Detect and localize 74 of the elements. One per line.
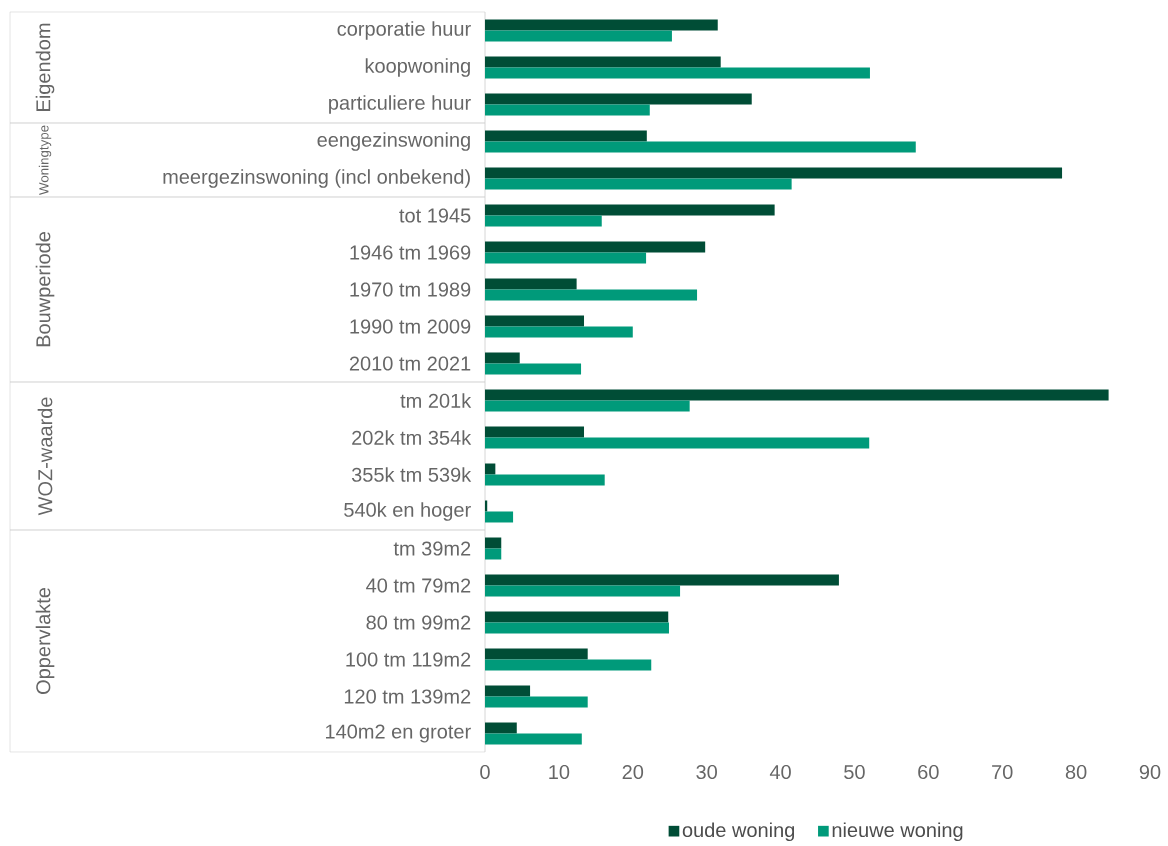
legend-label: nieuwe woning: [832, 822, 963, 842]
bar: [485, 326, 633, 338]
bar: [485, 30, 672, 42]
bar: [485, 437, 870, 449]
text: Bouwperiode: [35, 232, 55, 347]
x-tick-label: 50: [844, 764, 865, 780]
bar: [485, 722, 517, 734]
x-tick-label: 10: [549, 764, 570, 780]
bar: [485, 241, 706, 253]
y-tick-label: 80 tm 99m2: [366, 615, 471, 630]
y-tick-label: eengezinswoning: [317, 132, 470, 151]
y-tick-label: corporatie huur: [337, 21, 471, 40]
bar: [485, 685, 531, 697]
bar: [485, 400, 690, 412]
bar: [485, 278, 577, 290]
text: Eigendom: [35, 23, 55, 111]
bar: [485, 204, 775, 216]
x-tick-label: 80: [1065, 764, 1087, 780]
y-tick-label: 355k tm 539k: [351, 467, 472, 482]
bar: [485, 733, 582, 745]
text: WOZ-waarde: [37, 397, 53, 516]
bar: [485, 511, 514, 523]
x-tick-label: 40: [769, 764, 791, 780]
bar: [485, 93, 752, 105]
y-tick-label: particuliere huur: [329, 95, 471, 114]
x-tick-label: 20: [622, 764, 644, 780]
bar: [485, 659, 652, 671]
y-tick-label: 540k en hoger: [344, 502, 471, 521]
y-tick-label: 2010 tm 2021: [349, 356, 471, 371]
bar: [485, 315, 585, 327]
bar: [485, 574, 839, 586]
y-tick-label: tot 1945: [399, 208, 471, 223]
y-tick-label: meergezinswoning (incl onbekend): [163, 169, 470, 188]
bar: [485, 104, 650, 116]
x-tick-label: 30: [696, 764, 717, 780]
bar: [485, 289, 698, 301]
bar: [485, 389, 1109, 401]
bar: [485, 611, 669, 623]
x-tick-label: 60: [918, 764, 939, 780]
bar: [485, 215, 602, 227]
y-tick-label: tm 201k: [400, 393, 472, 408]
bar: [485, 622, 669, 634]
y-tick-label: 40 tm 79m2: [366, 578, 471, 593]
bar: [485, 474, 605, 486]
text: Oppervlakte: [35, 587, 55, 694]
legend-label: oude woning: [682, 822, 795, 842]
bar: [485, 648, 588, 660]
x-tick-label: 0: [480, 764, 490, 780]
y-tick-label: 100 tm 119m2: [346, 652, 471, 667]
y-tick-label: 202k tm 354k: [352, 430, 472, 445]
y-tick-label: 140m2 en groter: [325, 724, 471, 743]
bar: [485, 19, 718, 31]
bar: [485, 56, 721, 68]
bar: [485, 67, 870, 79]
bar: [485, 141, 916, 153]
bar: [485, 130, 647, 142]
y-tick-label: tm 39m2: [393, 541, 471, 556]
text: Woningtype: [38, 125, 52, 196]
bar: [485, 548, 502, 560]
y-tick-label: 1990 tm 2009: [350, 319, 471, 334]
y-tick-label: 1970 tm 1989: [350, 282, 471, 297]
x-tick-label: 70: [992, 764, 1013, 780]
bar: [485, 167, 1063, 179]
bar: [485, 352, 520, 364]
y-tick-label: 120 tm 139m2: [344, 689, 471, 704]
y-tick-label: 1946 tm 1969: [350, 245, 471, 260]
bar: [485, 363, 582, 375]
x-tick-label: 90: [1139, 764, 1161, 780]
bar: [485, 252, 647, 264]
bar: [485, 178, 792, 190]
y-tick-label: koopwoning: [365, 58, 470, 77]
bar: [485, 585, 681, 597]
bar: [485, 426, 585, 438]
bar: [485, 696, 588, 708]
